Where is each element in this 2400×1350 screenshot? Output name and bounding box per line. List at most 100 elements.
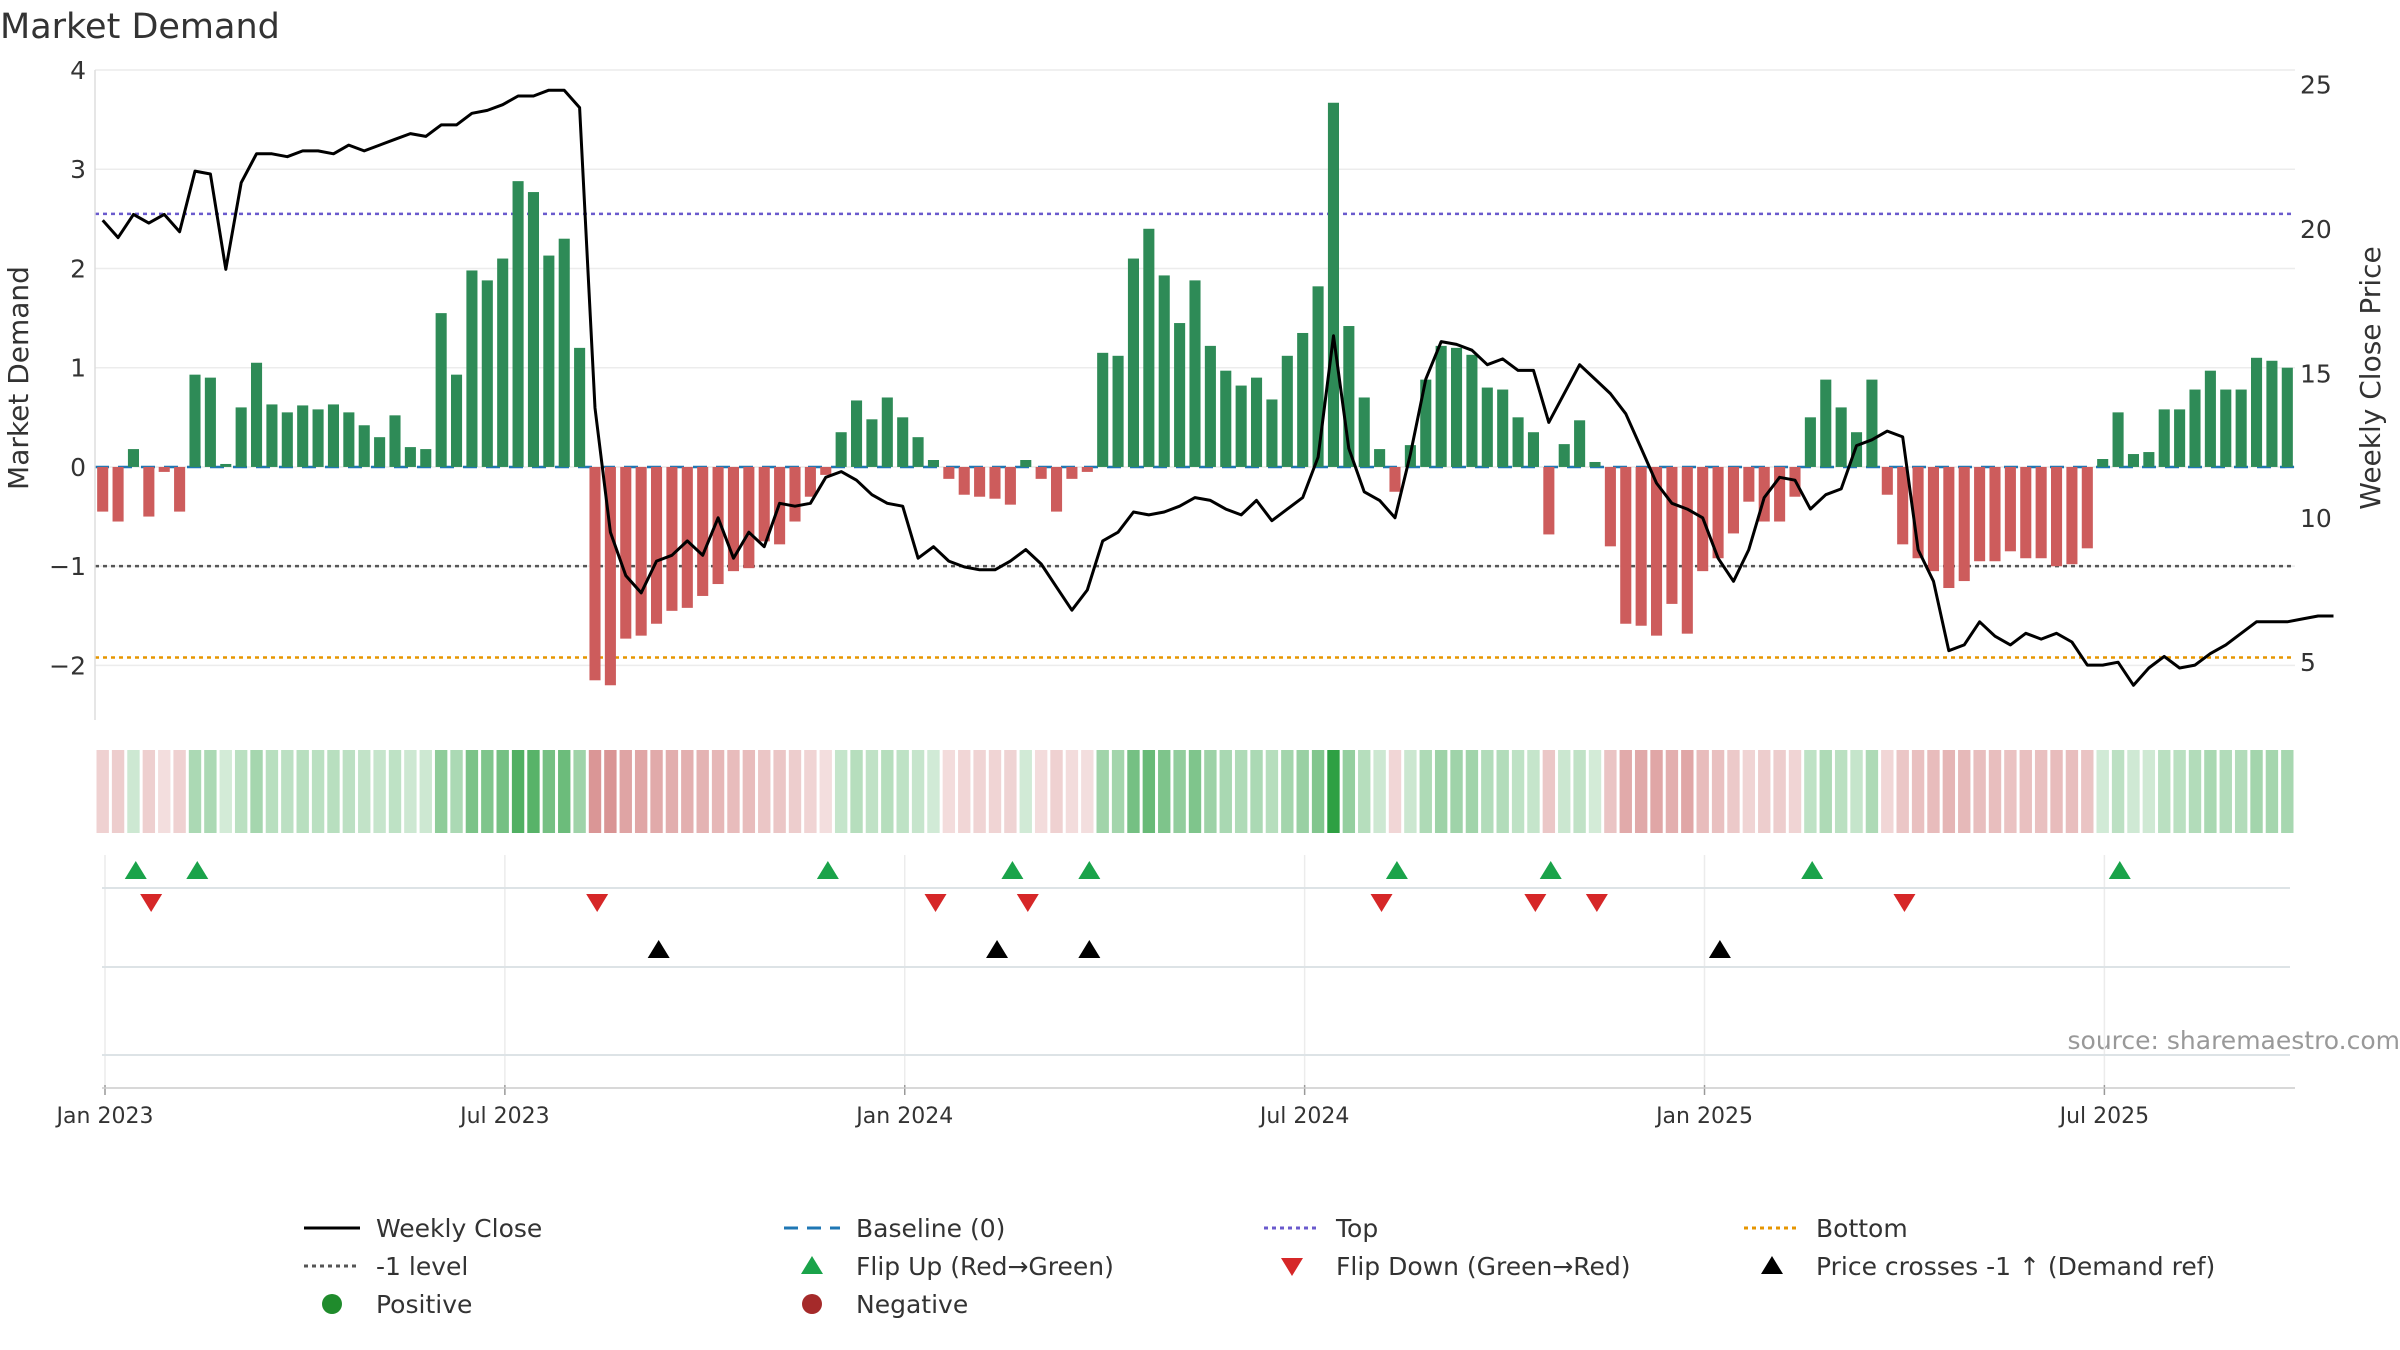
demand-bar	[559, 239, 570, 467]
heat-cell	[1820, 750, 1832, 833]
heat-cell	[543, 750, 555, 833]
heat-cell	[2204, 750, 2216, 833]
demand-bar	[220, 464, 231, 467]
heat-cell	[1927, 750, 1939, 833]
heat-cell	[820, 750, 832, 833]
demand-bar	[343, 412, 354, 467]
demand-bar	[189, 375, 200, 467]
heat-cell	[1358, 750, 1370, 833]
heat-cell	[2143, 750, 2155, 833]
demand-bar	[1820, 380, 1831, 467]
heat-cell	[1373, 750, 1385, 833]
heat-cell	[1666, 750, 1678, 833]
y-left-tick-label: 1	[70, 354, 86, 383]
heat-cell	[281, 750, 293, 833]
y-right-tick-label: 15	[2300, 359, 2332, 388]
demand-bar	[128, 449, 139, 467]
demand-bar	[1974, 467, 1985, 561]
y-axis-right-label: Weekly Close Price	[2354, 246, 2387, 509]
source-credit: source: sharemaestro.com	[2068, 1026, 2400, 1055]
demand-bar	[1774, 467, 1785, 522]
demand-bar	[389, 415, 400, 467]
legend-item-weekly-close: Weekly Close	[300, 1210, 542, 1246]
demand-bar	[497, 259, 508, 467]
demand-bar	[1666, 467, 1677, 604]
heat-cell	[1958, 750, 1970, 833]
demand-bar	[1328, 103, 1339, 467]
heat-cell	[1281, 750, 1293, 833]
triangle-down-icon	[1260, 1248, 1324, 1284]
heat-cell	[881, 750, 893, 833]
legend-item-positive: Positive	[300, 1286, 472, 1322]
heat-cell	[2220, 750, 2232, 833]
market-demand-chart: Market Demand Market Demand Weekly Close…	[0, 0, 2400, 1350]
heat-cell	[758, 750, 770, 833]
heat-cell	[1573, 750, 1585, 833]
heat-cell	[220, 750, 232, 833]
demand-bar	[974, 467, 985, 497]
heat-cell	[1850, 750, 1862, 833]
heat-cell	[1650, 750, 1662, 833]
heat-cell	[743, 750, 755, 833]
heat-cell	[1081, 750, 1093, 833]
heat-cell	[1497, 750, 1509, 833]
demand-bar	[1066, 467, 1077, 479]
heat-cell	[1343, 750, 1355, 833]
legend-label: Flip Down (Green→Red)	[1336, 1252, 1631, 1281]
heat-cell	[2035, 750, 2047, 833]
heat-cell	[635, 750, 647, 833]
demand-bar	[1943, 467, 1954, 588]
heat-cell	[512, 750, 524, 833]
legend-item-bottom: Bottom	[1740, 1210, 1908, 1246]
legend-item-minus-one-level: -1 level	[300, 1248, 468, 1284]
demand-bar	[282, 412, 293, 467]
heat-cell	[697, 750, 709, 833]
demand-bar	[866, 419, 877, 467]
heat-cell	[112, 750, 124, 833]
demand-bar	[2174, 409, 2185, 467]
heat-cell	[235, 750, 247, 833]
demand-bar	[1928, 467, 1939, 571]
demand-bar	[528, 192, 539, 467]
demand-bar	[1236, 386, 1247, 467]
heat-cell	[973, 750, 985, 833]
heat-cell	[727, 750, 739, 833]
demand-bar	[789, 467, 800, 522]
demand-bar	[97, 467, 108, 512]
flip-up-marker	[2109, 861, 2131, 879]
demand-bar	[1251, 378, 1262, 467]
demand-bar	[836, 432, 847, 467]
demand-bar	[2266, 361, 2277, 467]
y-left-tick-label: 2	[70, 254, 86, 283]
heat-cell	[850, 750, 862, 833]
demand-bar	[1220, 371, 1231, 467]
demand-bar	[697, 467, 708, 596]
heat-cell	[1158, 750, 1170, 833]
demand-bar	[1036, 467, 1047, 479]
heat-cell	[1066, 750, 1078, 833]
demand-bar	[1636, 467, 1647, 626]
legend-swatch-top	[1260, 1210, 1324, 1246]
heat-cell	[2066, 750, 2078, 833]
y-left-tick-label: −2	[49, 651, 86, 680]
flip-up-marker	[1801, 861, 1823, 879]
demand-bar	[436, 313, 447, 467]
heat-cell	[1943, 750, 1955, 833]
flip-down-marker	[586, 894, 608, 912]
demand-bar	[2282, 368, 2293, 467]
flip-up-marker	[1001, 861, 1023, 879]
demand-bar	[1082, 467, 1093, 472]
demand-bar	[2113, 412, 2124, 467]
legend-item-baseline: Baseline (0)	[780, 1210, 1005, 1246]
demand-bar	[1189, 280, 1200, 467]
y-axis-left-label: Market Demand	[2, 266, 35, 490]
demand-bar	[1143, 229, 1154, 467]
demand-bar	[374, 437, 385, 467]
heat-cell	[1173, 750, 1185, 833]
heat-cell	[1866, 750, 1878, 833]
flip-down-marker	[925, 894, 947, 912]
demand-bar	[805, 467, 816, 497]
demand-bar	[174, 467, 185, 512]
heat-cell	[173, 750, 185, 833]
heat-cell	[435, 750, 447, 833]
